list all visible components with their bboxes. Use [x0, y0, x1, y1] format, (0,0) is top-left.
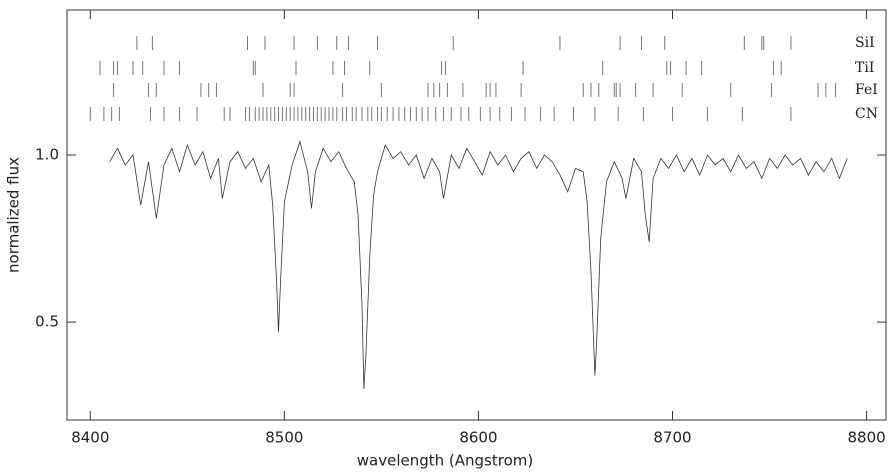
x-tick-label: 8400	[71, 429, 109, 447]
line-list-label: TiI	[855, 60, 874, 76]
x-tick-label: 8600	[459, 429, 497, 447]
x-tick-label: 8500	[265, 429, 303, 447]
y-tick-label: 0.5	[35, 313, 59, 331]
y-axis-label: normalized flux	[5, 157, 23, 273]
plot-frame	[66, 9, 887, 421]
x-axis-label: wavelength (Angstrom)	[357, 452, 533, 470]
spectrum-line	[109, 140, 848, 389]
x-tick-label: 8700	[653, 429, 691, 447]
line-list-label: CN	[855, 106, 878, 122]
line-list-label: FeI	[855, 82, 878, 98]
y-tick-label: 1.0	[35, 146, 59, 164]
x-tick-label: 8800	[847, 429, 885, 447]
line-lists: SiI TiI FeI CN	[89, 35, 878, 122]
line-list-label: SiI	[855, 35, 875, 51]
